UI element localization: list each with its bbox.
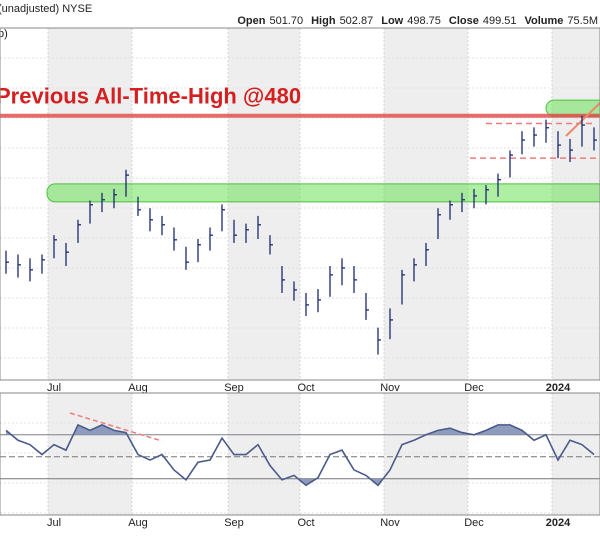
month-shade — [384, 393, 468, 515]
x-tick-label: Oct — [297, 517, 314, 529]
trend-line — [565, 102, 600, 137]
x-tick-label: Aug — [128, 382, 148, 394]
panel-border — [0, 392, 600, 516]
quote-value: 75.5M — [567, 15, 598, 27]
x-tick-label: 2024 — [546, 517, 571, 529]
x-tick-label: Nov — [380, 382, 400, 394]
trend-line — [69, 412, 163, 442]
quote-label: Open — [237, 15, 265, 27]
quote-value: 498.75 — [407, 15, 441, 27]
x-tick-label: 2024 — [546, 382, 571, 394]
x-tick-label: Aug — [128, 517, 148, 529]
quote: Open 501.70 High 502.87 Low 498.75 Close 499.51… — [237, 15, 598, 27]
x-tick-label: Dec — [464, 382, 484, 394]
quote-value: 499.51 — [483, 15, 517, 27]
support-band — [46, 183, 600, 203]
overbought-fill — [6, 424, 594, 435]
x-tick-label: Sep — [224, 382, 244, 394]
x-tick-label: Nov — [380, 517, 400, 529]
month-shade — [48, 393, 132, 515]
quote-value: 502.87 — [340, 15, 374, 27]
recent-band — [545, 99, 600, 117]
symbol-note: (unadjusted) NYSE — [0, 3, 92, 15]
quote-label: Volume — [525, 15, 564, 27]
quote-label: Low — [381, 15, 403, 27]
annotation: Previous All-Time-High @480 — [0, 84, 301, 109]
x-tick-label: Sep — [224, 517, 244, 529]
legend-fragment: b) — [0, 28, 8, 40]
quote-label: Close — [449, 15, 479, 27]
x-tick-label: Dec — [464, 517, 484, 529]
month-shade — [384, 28, 468, 380]
month-shade — [552, 393, 600, 515]
x-tick-label: Jul — [47, 382, 61, 394]
x-tick-label: Oct — [297, 382, 314, 394]
panel-border — [0, 27, 600, 381]
x-tick-label: Jul — [47, 517, 61, 529]
indicator-line — [5, 423, 595, 487]
quote-label: High — [311, 15, 336, 27]
quote-value: 501.70 — [269, 15, 303, 27]
month-shade — [552, 28, 600, 380]
month-shade — [228, 28, 300, 380]
